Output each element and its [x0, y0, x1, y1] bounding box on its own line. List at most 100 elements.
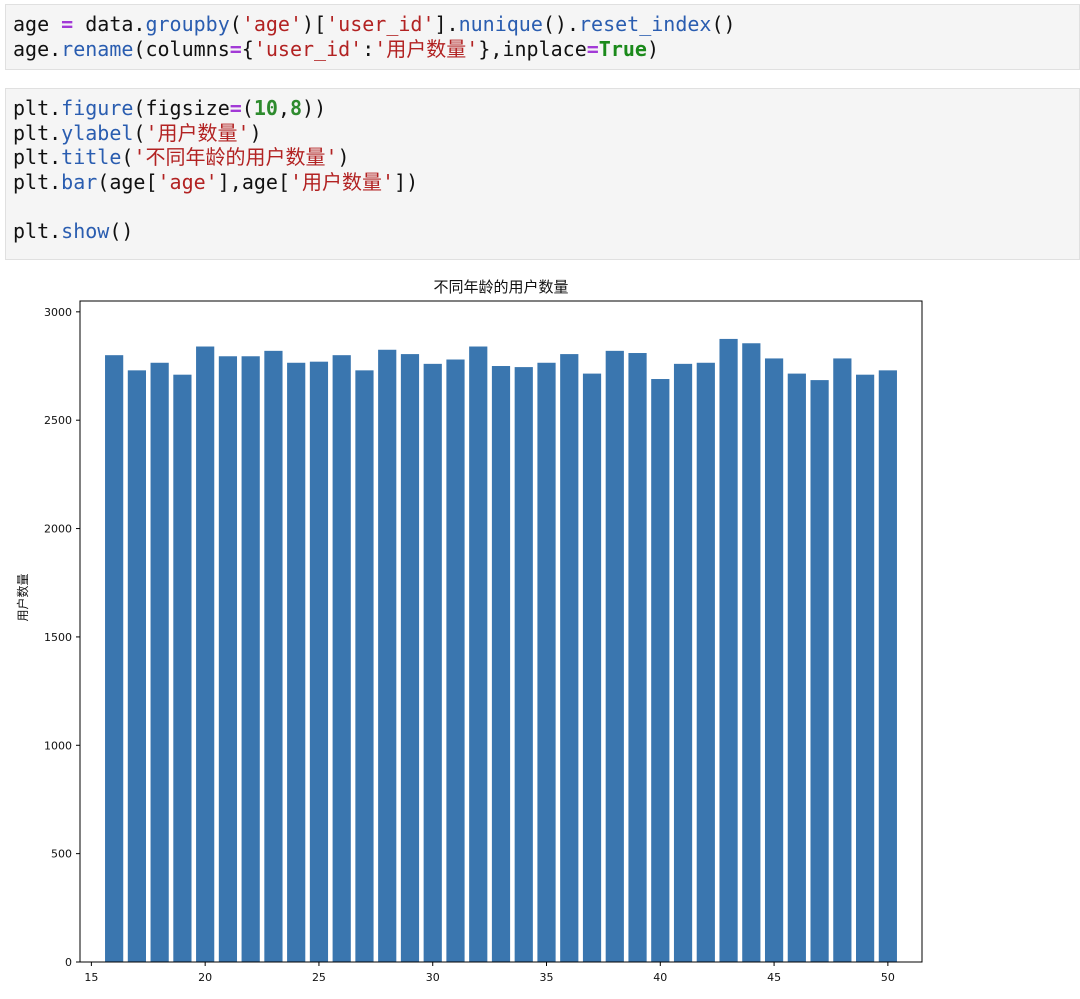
code-token: '用户数量'	[145, 120, 250, 145]
bar	[605, 350, 624, 962]
code-token: (figsize	[133, 96, 230, 120]
code-token: 'user_id'	[326, 12, 435, 36]
code-token: )	[337, 145, 350, 169]
bar	[719, 338, 738, 962]
code-token: )	[646, 36, 659, 61]
code-token: 10	[253, 96, 278, 120]
y-tick-label: 500	[51, 848, 72, 861]
bar	[196, 346, 215, 962]
bar	[218, 356, 238, 962]
code-token: ].	[434, 12, 459, 36]
code-token: figure	[61, 96, 134, 120]
bar	[787, 373, 806, 962]
bar	[742, 343, 761, 963]
code-token: )[	[302, 12, 327, 36]
code-token: True	[598, 36, 647, 61]
bar	[856, 374, 875, 962]
x-tick-label: 35	[540, 971, 554, 984]
bar	[628, 353, 647, 962]
bar	[105, 355, 124, 963]
x-tick-label: 40	[653, 971, 667, 984]
code-token: plt.	[13, 218, 62, 243]
bar	[173, 374, 192, 962]
x-tick-label: 30	[426, 971, 440, 984]
code-token: bar	[61, 169, 98, 194]
y-tick-label: 0	[65, 956, 72, 969]
bar	[673, 363, 693, 962]
code-token: nunique	[458, 12, 543, 36]
code-token: reset_index	[579, 12, 712, 36]
code-line: plt.title('不同年龄的用户数量')	[13, 145, 1079, 170]
code-token: ])	[394, 169, 419, 194]
code-token: '用户数量'	[374, 36, 479, 61]
code-line: plt.ylabel('用户数量')	[13, 121, 1079, 146]
code-token: (	[229, 12, 242, 36]
code-token: ()	[711, 12, 736, 36]
code-token: age	[13, 12, 62, 36]
code-token: ))	[302, 96, 327, 120]
code-token: '用户数量'	[289, 169, 395, 194]
x-tick-label: 15	[84, 971, 98, 984]
code-cell-1[interactable]: age = data.groupby('age')['user_id'].nun…	[5, 4, 1080, 70]
bar	[651, 379, 670, 962]
code-token: age.	[13, 36, 62, 61]
bar	[560, 354, 579, 963]
bar	[810, 380, 829, 962]
code-block-2[interactable]: plt.figure(figsize=(10,8)) plt.ylabel('用户…	[6, 89, 1079, 243]
code-line: plt.figure(figsize=(10,8))	[13, 96, 1079, 121]
code-token: :	[362, 36, 375, 61]
chart-title: 不同年龄的用户数量	[433, 278, 568, 296]
bar-chart: 15 20 25 30 35 40 45 50050010001500200025003000…	[15, 278, 923, 984]
bar	[514, 367, 533, 963]
code-token: 'user_id'	[253, 36, 363, 61]
code-token: 'age'	[157, 169, 218, 194]
code-token: (	[121, 145, 134, 169]
code-line: age.rename(columns = {'user_id':'用户数量'},in…	[13, 37, 1079, 62]
bar	[332, 355, 351, 963]
bar	[150, 362, 169, 962]
code-token: ylabel	[61, 120, 134, 145]
code-token: data.	[73, 12, 146, 36]
bar	[287, 362, 306, 962]
code-token: ,	[277, 96, 290, 120]
plot-frame	[79, 300, 923, 963]
bar	[423, 363, 442, 962]
bar	[378, 349, 397, 962]
code-token: plt.	[13, 120, 62, 145]
bar	[469, 346, 488, 962]
y-tick-label: 1000	[44, 739, 72, 752]
bar	[582, 373, 602, 962]
bar	[833, 358, 852, 962]
code-token: (	[241, 96, 254, 120]
y-tick-label: 2000	[44, 523, 72, 536]
code-block-1[interactable]: age = data.groupby('age')['user_id'].nun…	[6, 5, 1079, 61]
code-token: )	[249, 120, 262, 145]
code-token: (age[	[97, 169, 158, 194]
x-tick-label: 25	[312, 971, 326, 984]
bar	[764, 358, 784, 962]
code-token: (columns	[133, 36, 230, 61]
code-token: 'age'	[241, 12, 303, 36]
y-tick-label: 2500	[44, 414, 72, 427]
x-tick-label: 45	[767, 971, 781, 984]
code-token: plt.	[13, 96, 62, 120]
y-tick-label: 1500	[44, 631, 72, 644]
bar	[696, 362, 715, 962]
x-tick-label: 50	[881, 971, 895, 984]
code-token: {	[241, 36, 254, 61]
bar	[241, 356, 260, 962]
code-token: =	[229, 96, 242, 120]
bar	[355, 370, 374, 962]
bar	[491, 366, 511, 963]
code-line: plt.bar(age['age'],age['用户数量'])	[13, 170, 1079, 195]
code-token: plt.	[13, 145, 62, 169]
code-token: },inplace	[478, 36, 587, 61]
code-token: ],age[	[217, 169, 290, 194]
code-cell-2[interactable]: plt.figure(figsize=(10,8)) plt.ylabel('用户…	[5, 88, 1080, 260]
code-token: title	[61, 145, 122, 169]
x-tick-label: 20	[198, 971, 212, 984]
code-line: plt.show()	[13, 219, 1079, 244]
code-token: =	[586, 36, 599, 61]
code-token: rename	[61, 36, 134, 61]
code-token: '不同年龄的用户数量'	[133, 145, 338, 169]
